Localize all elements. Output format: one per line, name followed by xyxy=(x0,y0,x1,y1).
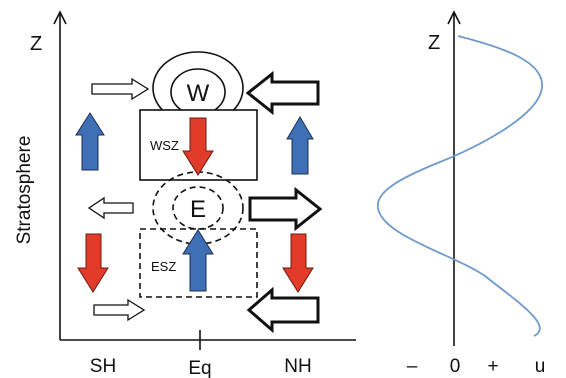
esz-label: ESZ xyxy=(151,259,176,274)
blue-up-arrow-icon xyxy=(286,116,314,175)
right-z-axis-label: Z xyxy=(428,32,440,54)
hollow-arrow-icon xyxy=(248,186,323,232)
right-z-axis-arrowhead xyxy=(447,10,461,25)
hollow-arrow-icon xyxy=(91,77,150,101)
tick-label-zero: 0 xyxy=(450,356,461,377)
blue-up-arrow-icon xyxy=(75,112,105,171)
hollow-arrow-icon xyxy=(93,298,146,322)
hollow-arrow-icon xyxy=(87,196,134,220)
red-down-arrow-icon xyxy=(282,233,314,293)
tick-label-minus: – xyxy=(407,356,418,377)
tick-label-nh: NH xyxy=(284,356,311,377)
tick-label-sh: SH xyxy=(90,356,116,377)
westerly-label: W xyxy=(187,80,210,107)
wind-profile-curve xyxy=(377,35,543,337)
blue-up-arrow-icon xyxy=(182,229,214,292)
easterly-inner-circle xyxy=(172,186,224,230)
left-z-axis-arrowhead xyxy=(53,10,67,25)
hollow-arrow-icon xyxy=(245,70,320,116)
red-down-arrow-icon xyxy=(77,233,109,293)
easterly-label: E xyxy=(190,196,206,223)
esz-box xyxy=(139,228,258,298)
left-z-axis-label: Z xyxy=(30,33,42,55)
tick-label-eq: Eq xyxy=(188,358,211,378)
hollow-arrow-icon xyxy=(246,286,320,334)
tick-label-plus: + xyxy=(487,356,498,377)
tick-label-u: u xyxy=(535,356,546,377)
stratosphere-axis-title: Stratosphere xyxy=(14,136,35,245)
wsz-label: WSZ xyxy=(150,138,179,153)
red-down-arrow-icon xyxy=(182,117,214,176)
